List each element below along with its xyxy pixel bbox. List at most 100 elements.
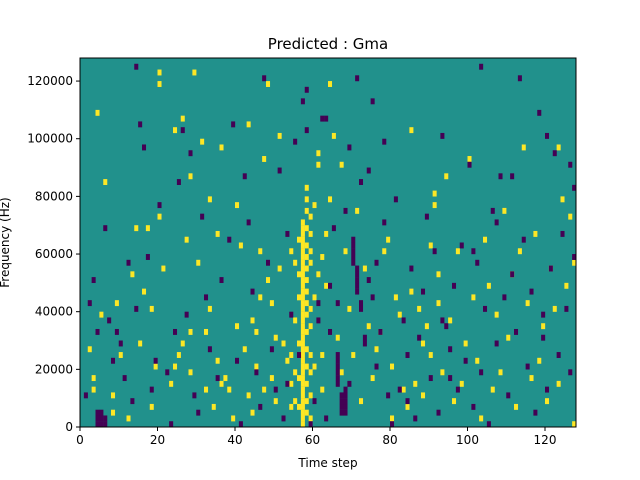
heatmap-cell-low (180, 127, 185, 134)
heatmap-cell-low (103, 421, 108, 428)
heatmap-cell-high (300, 277, 305, 284)
heatmap-cell-high (459, 380, 464, 387)
heatmap-cell-low (351, 254, 356, 260)
heatmap-cell-low (401, 317, 406, 324)
heatmap-cell-high (529, 375, 534, 382)
heatmap-cell-low (273, 386, 278, 393)
heatmap-cell-high (498, 369, 503, 376)
heatmap-cell-high (297, 271, 302, 278)
heatmap-cell-high (393, 294, 398, 301)
heatmap-cell-low (328, 282, 333, 289)
heatmap-cell-high (316, 150, 321, 157)
heatmap-cell-high (320, 254, 325, 260)
heatmap-cell-low (297, 352, 302, 358)
heatmap-cell-high (362, 265, 367, 272)
heatmap-cell-low (308, 421, 313, 428)
heatmap-cell-low (568, 369, 573, 376)
heatmap-cell-high (521, 144, 526, 151)
heatmap-cell-low (409, 265, 414, 272)
heatmap-cell-high (176, 352, 181, 358)
heatmap-cell-low (382, 138, 387, 145)
heatmap-cell-low (490, 207, 495, 214)
heatmap-cell-high (118, 352, 123, 358)
heatmap-cell-high (300, 219, 305, 226)
heatmap-cell-high (235, 202, 240, 209)
heatmap-cell-high (390, 415, 395, 422)
heatmap-cell-low (227, 236, 232, 243)
heatmap-cell-high (293, 317, 298, 324)
heatmap-cell-high (572, 259, 577, 266)
y-tick-label: 60000 (35, 247, 73, 261)
heatmap-cell-high (207, 305, 212, 312)
heatmap-cell-high (479, 415, 484, 422)
heatmap-cell-high (300, 323, 305, 330)
heatmap-cell-high (390, 363, 395, 370)
heatmap-cell-low (351, 242, 356, 249)
heatmap-cell-high (300, 340, 305, 347)
heatmap-cell-low (463, 357, 468, 364)
heatmap-cell-high (541, 323, 546, 330)
heatmap-cell-high (145, 225, 150, 232)
heatmap-cell-high (308, 323, 313, 330)
heatmap-cell-high (448, 317, 453, 324)
heatmap-cell-low (366, 277, 371, 284)
heatmap-cell-high (304, 184, 309, 191)
heatmap-cell-high (277, 265, 282, 272)
heatmap-cell-low (343, 398, 348, 405)
heatmap-cell-low (130, 398, 135, 405)
heatmap-cell-high (304, 346, 309, 353)
heatmap-cell-low (134, 63, 139, 70)
heatmap-cell-high (386, 236, 391, 243)
heatmap-cell-high (471, 294, 476, 301)
heatmap-cell-low (134, 305, 139, 312)
heatmap-cell-high (188, 173, 193, 180)
heatmap-cell-high (273, 334, 278, 341)
heatmap-cell-low (393, 196, 398, 203)
heatmap-cell-low (142, 144, 147, 151)
heatmap-cell-low (335, 380, 340, 387)
heatmap-cell-high (374, 346, 379, 353)
heatmap-cell-low (99, 409, 104, 416)
heatmap-cell-high (277, 132, 282, 139)
heatmap-cell-low (424, 213, 429, 220)
heatmap-cell-high (502, 207, 507, 214)
heatmap-cell-high (300, 328, 305, 335)
y-tick-label: 100000 (27, 132, 73, 146)
heatmap-cell-high (490, 386, 495, 393)
heatmap-cell-low (378, 328, 383, 335)
heatmap-cell-high (537, 357, 542, 364)
heatmap-cell-low (316, 300, 321, 307)
heatmap-cell-low (475, 259, 480, 266)
heatmap-cell-high (335, 334, 340, 341)
heatmap-cell-high (409, 127, 414, 134)
heatmap-cell-high (138, 340, 143, 347)
heatmap-cell-high (126, 415, 131, 422)
heatmap-cell-low (266, 259, 271, 266)
heatmap-cell-low (324, 415, 329, 422)
heatmap-cell-high (114, 300, 119, 307)
heatmap-cell-low (107, 317, 112, 324)
heatmap-cell-low (545, 386, 550, 393)
heatmap-cell-high (463, 340, 468, 347)
heatmap-cell-high (324, 282, 329, 289)
heatmap-cell-high (320, 352, 325, 358)
heatmap-cell-high (304, 311, 309, 318)
heatmap-cell-low (548, 265, 553, 272)
heatmap-cell-high (153, 363, 158, 370)
heatmap-cell-low (99, 421, 104, 428)
heatmap-cell-high (300, 317, 305, 324)
heatmap-cell-low (343, 409, 348, 416)
heatmap-cell-high (366, 323, 371, 330)
heatmap-cell-low (397, 386, 402, 393)
heatmap-cell-low (517, 75, 522, 82)
heatmap-cell-high (289, 352, 294, 358)
heatmap-cell-low (145, 254, 150, 260)
heatmap-cell-low (324, 115, 329, 122)
heatmap-cell-high (223, 375, 228, 382)
heatmap-cell-high (409, 288, 414, 295)
heatmap-cell-high (173, 363, 178, 370)
heatmap-cell-high (192, 69, 197, 76)
heatmap-cell-low (219, 277, 224, 284)
heatmap-cell-high (300, 288, 305, 295)
heatmap-cell-low (471, 248, 476, 255)
